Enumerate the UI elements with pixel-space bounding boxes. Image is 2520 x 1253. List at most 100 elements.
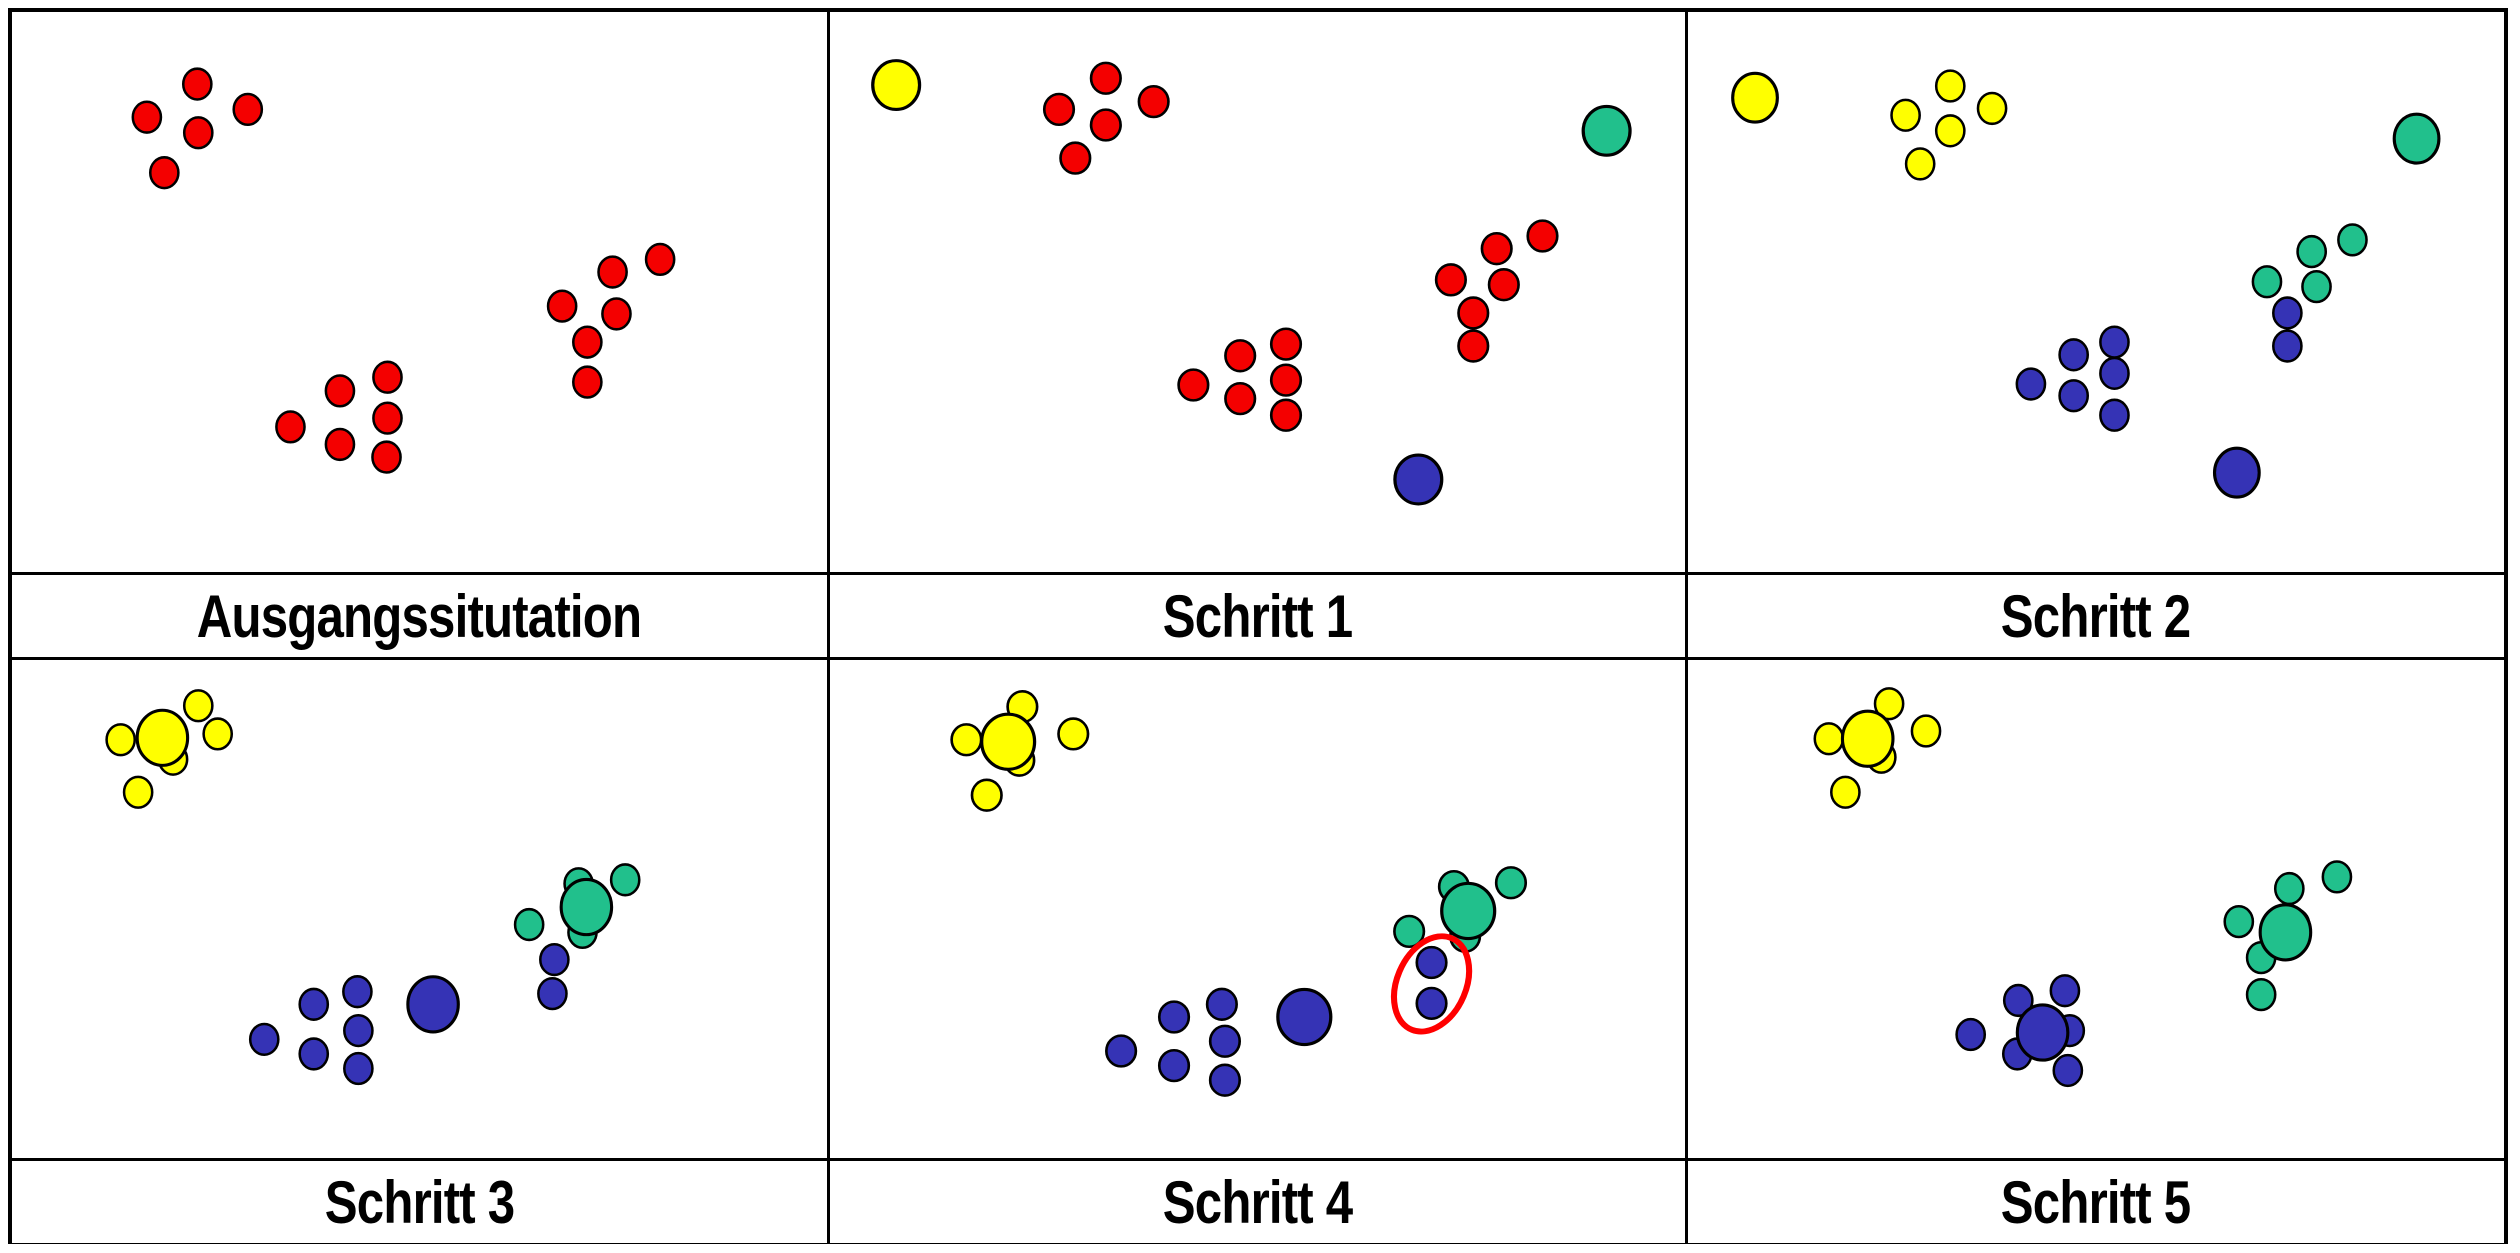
red-data-point — [572, 365, 603, 399]
red-data-point — [1480, 232, 1513, 266]
blue-data-point — [1157, 1048, 1191, 1083]
yellow-data-point — [105, 723, 136, 757]
teal-centroid — [1581, 104, 1632, 157]
kmeans-figure: Ausgangssitutation Schritt 1 Schritt 2 S… — [8, 8, 2508, 1244]
red-data-point — [275, 410, 306, 444]
teal-data-point — [2273, 871, 2305, 906]
panel-grid: Ausgangssitutation Schritt 1 Schritt 2 S… — [12, 12, 2504, 1243]
red-data-point — [644, 242, 676, 277]
yellow-data-point — [202, 717, 234, 751]
red-data-point — [1457, 296, 1490, 330]
blue-data-point — [1105, 1034, 1138, 1068]
teal-centroid — [2392, 112, 2441, 165]
teal-centroid — [1440, 881, 1497, 941]
highlight-ellipse — [1390, 933, 1473, 1035]
panel-schritt-5-caption: Schritt 5 — [1688, 1161, 2504, 1243]
blue-data-point — [2049, 974, 2081, 1008]
panel-schritt-4-plot — [830, 660, 1685, 1158]
panel-schritt-1-caption: Schritt 1 — [830, 575, 1685, 657]
yellow-data-point — [1976, 91, 2008, 126]
blue-data-point — [1955, 1017, 1987, 1052]
teal-data-point — [2296, 234, 2328, 269]
blue-data-point — [1415, 986, 1448, 1020]
blue-data-point — [2272, 296, 2303, 330]
blue-centroid — [2212, 446, 2261, 499]
blue-data-point — [2058, 338, 2090, 372]
scatter-schritt-4 — [950, 690, 1528, 1097]
red-data-point — [371, 440, 402, 474]
red-data-point — [1269, 398, 1303, 432]
teal-data-point — [2301, 269, 2332, 304]
panel-schritt-2-plot — [1688, 12, 2504, 572]
yellow-centroid — [1840, 709, 1895, 768]
yellow-centroid — [871, 59, 922, 112]
red-data-point — [372, 401, 403, 435]
teal-centroid — [559, 877, 614, 937]
yellow-data-point — [1904, 147, 1936, 181]
red-data-point — [1457, 329, 1490, 363]
teal-data-point — [2251, 265, 2283, 299]
caption-label: Schritt 4 — [1162, 1168, 1353, 1236]
blue-data-point — [2099, 356, 2130, 390]
scatter-ausgangssituation — [131, 67, 676, 474]
blue-data-point — [539, 942, 570, 977]
red-data-point — [1137, 84, 1170, 119]
teal-data-point — [2245, 977, 2277, 1012]
panel-schritt-4-caption: Schritt 4 — [830, 1161, 1685, 1243]
red-data-point — [1177, 368, 1210, 402]
red-data-point — [1487, 268, 1520, 302]
red-data-point — [1526, 219, 1559, 253]
panel-schritt-1-plot — [830, 12, 1685, 572]
red-data-point — [1434, 263, 1467, 297]
caption-label: Ausgangssitutation — [197, 582, 642, 650]
red-data-point — [597, 255, 628, 289]
blue-data-point — [537, 976, 568, 1011]
yellow-centroid — [135, 708, 190, 767]
teal-data-point — [513, 907, 545, 942]
red-data-point — [572, 325, 603, 359]
red-data-point — [131, 100, 163, 134]
scatter-schritt-5 — [1813, 687, 2353, 1088]
blue-data-point — [1157, 1000, 1191, 1034]
yellow-data-point — [122, 775, 154, 809]
teal-data-point — [609, 863, 641, 897]
yellow-data-point — [1934, 114, 1966, 148]
red-data-point — [1224, 381, 1257, 416]
blue-centroid — [1276, 987, 1333, 1047]
blue-data-point — [342, 975, 373, 1009]
scatter-schritt-2 — [1731, 69, 2441, 499]
blue-data-point — [1205, 987, 1238, 1021]
yellow-centroid — [1731, 71, 1779, 124]
red-data-point — [601, 297, 632, 331]
yellow-data-point — [1910, 714, 1942, 748]
blue-centroid — [406, 975, 460, 1034]
panel-ausgangssituation-caption: Ausgangssitutation — [12, 575, 827, 657]
yellow-data-point — [1934, 69, 1966, 103]
red-data-point — [372, 360, 403, 394]
teal-data-point — [1393, 914, 1426, 949]
blue-data-point — [343, 1013, 374, 1048]
yellow-data-point — [1830, 775, 1861, 809]
red-data-point — [324, 374, 356, 408]
red-data-point — [546, 289, 578, 323]
red-data-point — [1059, 141, 1092, 175]
caption-label: Schritt 1 — [1162, 582, 1353, 650]
blue-data-point — [2002, 983, 2034, 1018]
scatter-schritt-3 — [105, 689, 641, 1086]
teal-data-point — [1494, 866, 1528, 900]
blue-data-point — [2099, 325, 2130, 359]
blue-data-point — [1415, 945, 1448, 980]
blue-data-point — [2058, 379, 2090, 413]
blue-data-point — [248, 1022, 280, 1056]
red-data-point — [324, 427, 356, 462]
red-data-point — [1042, 92, 1076, 127]
panel-schritt-5-plot — [1688, 660, 2504, 1158]
teal-centroid — [2258, 903, 2313, 962]
teal-data-point — [2321, 860, 2353, 894]
blue-data-point — [2099, 398, 2130, 432]
blue-data-point — [1208, 1024, 1242, 1058]
yellow-data-point — [970, 778, 1003, 812]
yellow-centroid — [980, 712, 1037, 771]
red-data-point — [1269, 327, 1303, 361]
panel-schritt-3-caption: Schritt 3 — [12, 1161, 827, 1243]
